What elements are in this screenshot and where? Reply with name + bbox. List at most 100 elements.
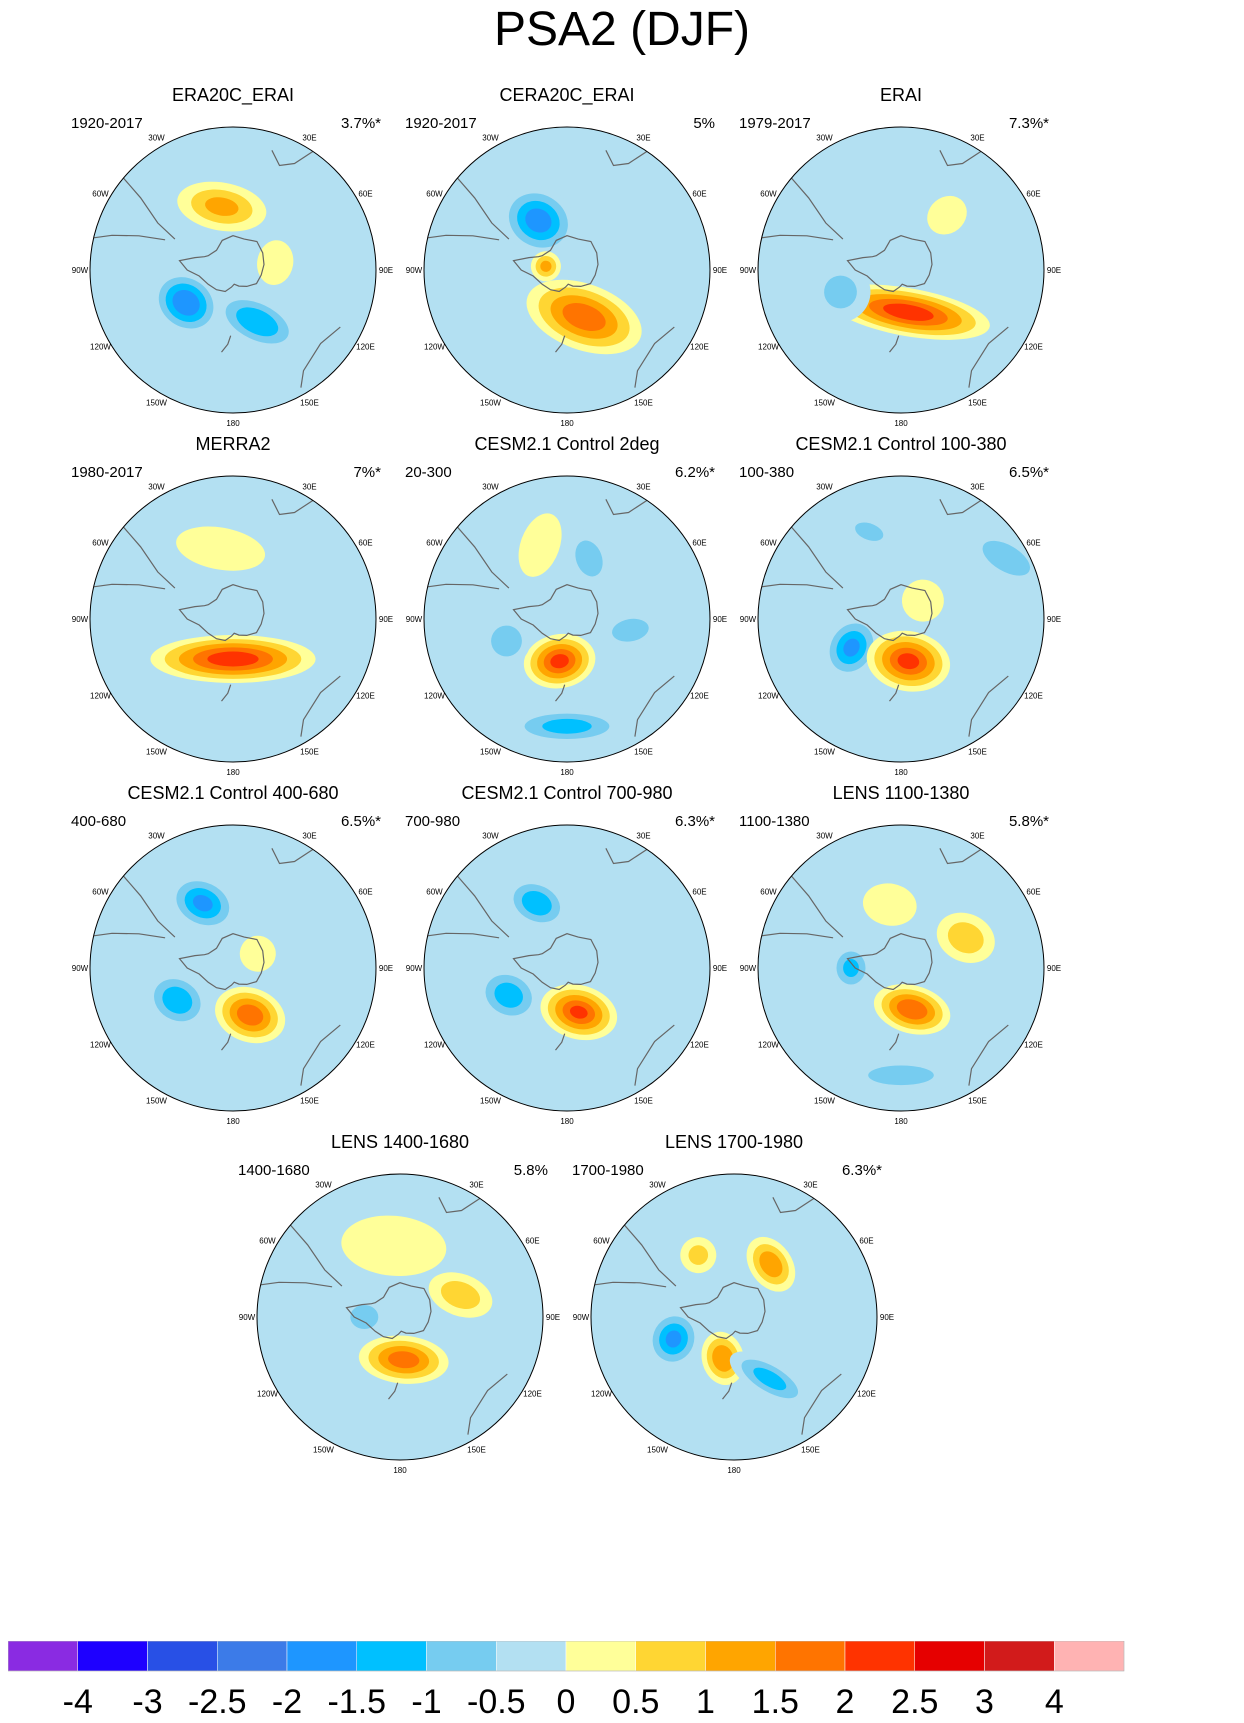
negative-anomaly — [350, 1305, 379, 1329]
longitude-label: 120W — [90, 692, 111, 701]
coastline — [271, 848, 314, 865]
longitude-label: 180 — [226, 768, 240, 777]
polar-map: 030E60E90E120E150E180150W120W90W60W30W — [406, 475, 727, 777]
longitude-label: 150E — [300, 399, 319, 408]
map-panel: ERAI1979-20177.3%*030E60E90E120E150E1801… — [731, 85, 1071, 435]
longitude-label: 30E — [302, 832, 316, 841]
panel-title: LENS 1700-1980 — [664, 1132, 804, 1152]
longitude-label: 60W — [92, 888, 109, 897]
coastline — [457, 875, 510, 938]
map-panel: CESM2.1 Control 400-680400-6806.5%*030E6… — [63, 783, 403, 1133]
longitude-label: 180 — [727, 1466, 741, 1475]
longitude-label: 120W — [257, 1390, 278, 1399]
map-border — [423, 475, 711, 763]
colorbar-tick-label: -1 — [411, 1683, 441, 1721]
coastline — [93, 234, 166, 241]
positive-anomaly — [883, 303, 934, 321]
longitude-label: 60E — [1026, 190, 1040, 199]
panel-period: 700-980 — [405, 813, 461, 830]
colorbar: -4 -3 -2.5 -2 -1.5 -1 -0.5 0 0.5 1 1.5 2 2.5 3 4 — [8, 1641, 1125, 1721]
coastline — [123, 526, 176, 589]
longitude-label: 180 — [226, 419, 240, 428]
longitude-label: 90W — [72, 615, 89, 624]
coastline — [889, 684, 900, 702]
positive-anomaly — [688, 1245, 709, 1265]
longitude-label: 30W — [148, 134, 165, 143]
panel-variance: 3.7%* — [340, 115, 381, 132]
map-panel: LENS 1400-16801400-16805.8%030E60E90E120… — [230, 1132, 570, 1482]
longitude-label: 150W — [146, 399, 167, 408]
longitude-label: 120E — [690, 692, 709, 701]
longitude-label: 120W — [424, 692, 445, 701]
field-background — [90, 825, 376, 1111]
positive-anomaly — [550, 654, 569, 669]
longitude-label: 150E — [300, 1097, 319, 1106]
longitude-label: 150W — [480, 1097, 501, 1106]
colorbar-tick-label: 1.5 — [752, 1683, 799, 1721]
map-panel: CESM2.1 Control 700-980700-9806.3%*030E6… — [397, 783, 737, 1133]
positive-anomaly — [239, 935, 276, 972]
longitude-label: 60E — [1026, 888, 1040, 897]
negative-anomaly — [236, 307, 279, 337]
coastline — [939, 499, 982, 516]
coastline — [634, 326, 675, 388]
coastline — [605, 848, 648, 865]
longitude-label: 180 — [393, 1466, 407, 1475]
map-border — [757, 475, 1045, 763]
antarctica-outline — [846, 584, 933, 642]
longitude-label: 150W — [647, 1446, 668, 1455]
coastline — [123, 177, 176, 240]
figure-title: PSA2 (DJF) — [493, 3, 751, 56]
panel-variance: 6.2%* — [674, 464, 715, 481]
longitude-label: 60W — [426, 888, 443, 897]
panel-variance: 5% — [693, 115, 715, 132]
coastline — [889, 1033, 900, 1051]
antarctica-outline — [846, 235, 933, 293]
coastline — [555, 684, 566, 702]
colorbar-tick-label: -0.5 — [467, 1683, 526, 1721]
colorbar-tick-label: 0.5 — [612, 1683, 659, 1721]
negative-anomaly — [494, 982, 523, 1008]
coastline — [634, 1024, 675, 1086]
negative-anomaly — [868, 1065, 934, 1086]
positive-anomaly — [540, 260, 552, 272]
polar-map: 030E60E90E120E150E180150W120W90W60W30W — [740, 824, 1061, 1126]
coastline — [605, 499, 648, 516]
negative-anomaly — [982, 540, 1030, 576]
antarctica-outline — [178, 933, 265, 991]
colorbar-tick-label: -2.5 — [188, 1683, 247, 1721]
coastline — [271, 499, 314, 516]
panel-title: ERAI — [879, 85, 922, 105]
field-background — [90, 127, 376, 413]
coastline — [271, 150, 314, 167]
positive-anomaly — [862, 883, 917, 926]
longitude-label: 60W — [593, 1237, 610, 1246]
colorbar-swatch — [8, 1641, 78, 1672]
longitude-label: 180 — [226, 1117, 240, 1126]
longitude-label: 30W — [816, 483, 833, 492]
map-border — [757, 824, 1045, 1112]
longitude-label: 180 — [894, 1117, 908, 1126]
panel-variance: 6.5%* — [1008, 464, 1049, 481]
colorbar-swatch — [775, 1641, 846, 1672]
polar-map: 030E60E90E120E150E180150W120W90W60W30W — [72, 126, 393, 428]
longitude-label: 90W — [406, 266, 423, 275]
antarctica-outline — [846, 933, 933, 991]
colorbar-swatch — [705, 1641, 776, 1672]
map-border — [89, 475, 377, 763]
panel-title: CESM2.1 Control 700-980 — [461, 783, 673, 803]
longitude-label: 180 — [894, 768, 908, 777]
longitude-label: 30W — [482, 832, 499, 841]
longitude-label: 120E — [690, 1041, 709, 1050]
longitude-label: 30E — [970, 134, 984, 143]
map-panel: LENS 1100-13801100-13805.8%*030E60E90E12… — [731, 783, 1071, 1133]
positive-anomaly — [562, 303, 606, 331]
negative-anomaly — [843, 959, 859, 977]
coastline — [801, 1373, 842, 1435]
longitude-label: 60E — [358, 539, 372, 548]
antarctica-outline — [345, 1282, 432, 1340]
longitude-label: 90E — [713, 615, 727, 624]
longitude-label: 150W — [814, 748, 835, 757]
longitude-label: 30E — [302, 483, 316, 492]
longitude-label: 60E — [692, 190, 706, 199]
